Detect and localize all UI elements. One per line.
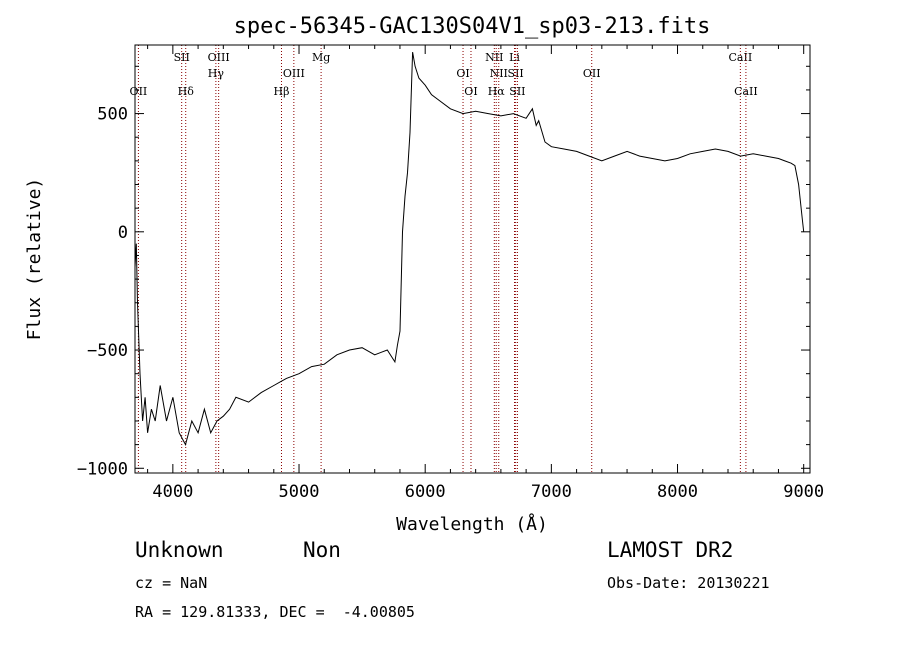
obs-date-text: Obs-Date: 20130221 bbox=[607, 574, 770, 592]
y-tick-label: 0 bbox=[118, 223, 128, 243]
line-marker-label: NII bbox=[485, 51, 503, 64]
class-label: Unknown bbox=[135, 538, 224, 562]
line-marker-label: SII bbox=[174, 51, 190, 64]
x-tick-label: 4000 bbox=[152, 482, 193, 502]
y-tick-label: −1000 bbox=[77, 459, 128, 479]
line-marker-label: NII bbox=[490, 67, 508, 80]
line-marker-label: Li bbox=[509, 51, 520, 64]
spectrum-line bbox=[134, 52, 805, 446]
x-tick-label: 8000 bbox=[657, 482, 698, 502]
x-tick-label: 6000 bbox=[405, 482, 446, 502]
line-marker-label: Hβ bbox=[274, 85, 290, 98]
line-marker-label: Mg bbox=[312, 51, 330, 64]
line-marker-label: Hγ bbox=[208, 67, 225, 80]
line-marker-label: OII bbox=[130, 85, 148, 98]
line-marker-label: OIII bbox=[283, 67, 305, 80]
plot-frame bbox=[134, 44, 811, 474]
x-axis-label: Wavelength (Å) bbox=[396, 513, 548, 535]
x-tick-label: 5000 bbox=[279, 482, 320, 502]
line-marker-label: Hα bbox=[488, 85, 506, 98]
y-tick-label: 500 bbox=[97, 105, 128, 125]
line-marker-label: OIII bbox=[208, 51, 230, 64]
line-marker-label: OI bbox=[464, 85, 477, 98]
line-marker-label: CaII bbox=[729, 51, 753, 64]
y-axis-label: Flux (relative) bbox=[24, 178, 45, 341]
y-tick-label: −500 bbox=[87, 341, 128, 361]
coords-text: RA = 129.81333, DEC = -4.00805 bbox=[135, 603, 415, 621]
line-marker-label: SII bbox=[509, 85, 525, 98]
axes: 4000 5000 6000 7000 8000 9000 −1000 −500 0 500 bbox=[77, 45, 824, 502]
chart-title: spec-56345-GAC130S04V1_sp03-213.fits bbox=[234, 14, 711, 39]
line-marker-label: OI bbox=[456, 67, 469, 80]
line-marker-label: Hδ bbox=[178, 85, 195, 98]
x-tick-label: 9000 bbox=[783, 482, 824, 502]
x-tick-label: 7000 bbox=[531, 482, 572, 502]
survey-label: LAMOST DR2 bbox=[607, 538, 734, 562]
line-marker-label: CaII bbox=[734, 85, 758, 98]
subclass-label: Non bbox=[303, 538, 341, 562]
line-marker-label: OII bbox=[583, 67, 601, 80]
cz-text: cz = NaN bbox=[135, 574, 208, 592]
line-marker-label: SII bbox=[508, 67, 524, 80]
